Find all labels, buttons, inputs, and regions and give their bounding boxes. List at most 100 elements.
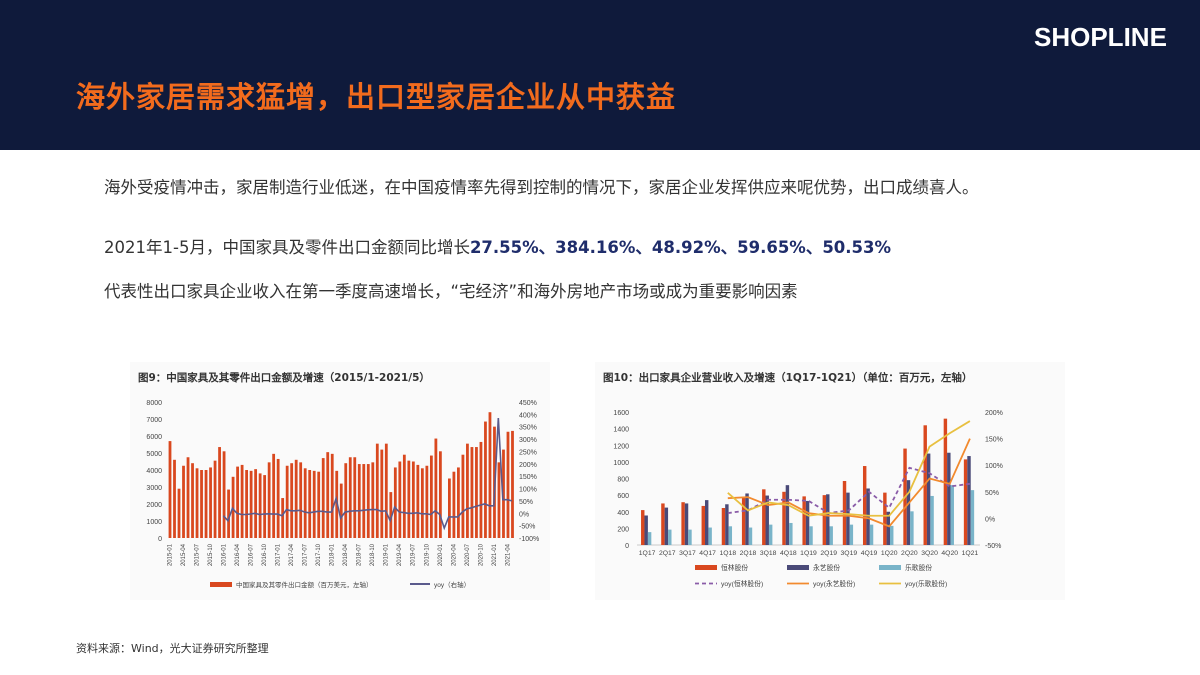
source-note: 资料来源：Wind，光大证券研究所整理 bbox=[76, 642, 269, 655]
bar bbox=[258, 473, 262, 538]
bar bbox=[236, 466, 239, 538]
legend-swatch-bar bbox=[210, 582, 232, 587]
bar bbox=[668, 529, 672, 545]
bar bbox=[822, 495, 827, 545]
bar bbox=[312, 470, 316, 538]
bar bbox=[398, 461, 402, 538]
bar bbox=[457, 467, 460, 538]
y2-tick-label: 200% bbox=[985, 410, 1003, 417]
x-tick-label: 2019-07 bbox=[411, 543, 417, 566]
bar bbox=[497, 462, 501, 538]
y-tick-label: 1600 bbox=[613, 410, 629, 417]
bar bbox=[375, 443, 379, 538]
x-tick-label: 2021-04 bbox=[505, 543, 511, 566]
bar bbox=[348, 457, 352, 538]
bar bbox=[511, 430, 514, 538]
x-tick-label: 1Q19 bbox=[800, 550, 817, 557]
header-bar: 海外家居需求猛增，出口型家居企业从中获益 SHOPLINE bbox=[0, 0, 1200, 150]
bar bbox=[299, 462, 303, 538]
bar bbox=[218, 447, 221, 538]
bar bbox=[452, 471, 456, 538]
bar bbox=[362, 464, 366, 538]
x-tick-label: 2015-04 bbox=[181, 543, 187, 566]
bar bbox=[461, 454, 465, 538]
chart-furniture-exports: 图9：中国家具及其零件出口金额及增速（2015/1-2021/5） 0 1000 2… bbox=[130, 362, 550, 600]
x-tick-label: 2Q19 bbox=[820, 550, 837, 557]
x-tick-label: 2016-04 bbox=[235, 543, 241, 566]
y-tick-label: 200 bbox=[617, 526, 629, 533]
bar bbox=[393, 467, 397, 538]
y2-tick-label: -50% bbox=[985, 543, 1001, 550]
x-tick-label: 1Q18 bbox=[719, 550, 736, 557]
yoy-line bbox=[222, 418, 513, 531]
x-tick-label: 2015-07 bbox=[194, 543, 200, 566]
growth-prefix: 2021年1-5月，中国家具及零件出口金额同比增长 bbox=[104, 238, 470, 257]
x-tick-label: 3Q17 bbox=[679, 550, 696, 557]
bar bbox=[479, 441, 483, 538]
x-tick-label: 4Q20 bbox=[941, 550, 958, 557]
bar bbox=[416, 464, 420, 538]
bar bbox=[339, 483, 343, 538]
bar bbox=[890, 525, 894, 545]
bar bbox=[420, 468, 424, 538]
x-tick-label: 2016-01 bbox=[221, 543, 227, 566]
bar bbox=[805, 500, 810, 545]
x-tick-label: 2016-10 bbox=[262, 543, 268, 566]
slide-title: 海外家居需求猛增，出口型家居企业从中获益 bbox=[76, 80, 677, 114]
legend-label: 恒林股份 bbox=[721, 563, 748, 572]
x-tick-label: 2Q17 bbox=[659, 550, 676, 557]
y-tick-label: 8000 bbox=[146, 400, 162, 407]
bar bbox=[725, 504, 729, 545]
bar bbox=[425, 465, 429, 538]
bar bbox=[768, 524, 773, 545]
x-tick-label: 2016-07 bbox=[248, 543, 254, 566]
x-tick-label: 2015-10 bbox=[208, 543, 214, 566]
bar bbox=[701, 505, 705, 545]
bar bbox=[661, 503, 665, 545]
x-tick-label: 2018-07 bbox=[357, 543, 363, 566]
y2-tick-label: 200% bbox=[519, 462, 537, 469]
bar bbox=[970, 490, 975, 545]
bar bbox=[195, 468, 199, 538]
bar bbox=[728, 526, 733, 545]
bar bbox=[191, 463, 194, 538]
bar bbox=[762, 489, 766, 545]
y2-tick-label: 250% bbox=[519, 449, 537, 456]
bar bbox=[330, 453, 334, 538]
y-tick-label: 0 bbox=[625, 543, 629, 550]
x-tick-label: 2019-04 bbox=[397, 543, 403, 566]
bar bbox=[317, 471, 321, 538]
x-tick-label: 2018-10 bbox=[370, 543, 376, 566]
bar bbox=[407, 460, 411, 538]
y2-tick-label: 450% bbox=[519, 400, 537, 407]
bar bbox=[789, 522, 793, 545]
bar bbox=[272, 453, 276, 538]
x-tick-label: 2017-01 bbox=[276, 543, 282, 566]
legend-label: yoy(恒林股份) bbox=[721, 579, 763, 588]
y-tick-label: 7000 bbox=[146, 417, 162, 424]
bar bbox=[862, 466, 867, 545]
legend-label: 乐歌股份 bbox=[905, 563, 932, 572]
y-tick-label: 1400 bbox=[613, 427, 629, 434]
bar bbox=[910, 511, 914, 545]
y-tick-label: 800 bbox=[617, 477, 629, 484]
bar bbox=[366, 464, 370, 538]
legend-label: 中国家具及其零件出口金额（百万美元，左轴） bbox=[236, 580, 373, 589]
bar bbox=[227, 489, 230, 538]
bar bbox=[267, 462, 271, 538]
bar bbox=[429, 455, 433, 538]
bar bbox=[434, 438, 438, 538]
x-tick-label: 2020-07 bbox=[465, 543, 471, 566]
bar bbox=[741, 497, 746, 545]
y2-tick-label: 50% bbox=[985, 490, 999, 497]
bar bbox=[308, 470, 312, 538]
bar bbox=[829, 526, 833, 545]
paragraph-intro: 海外受疫情冲击，家居制造行业低迷，在中国疫情率先得到控制的情况下，家居企业发挥供… bbox=[104, 178, 979, 197]
paragraph-factors: 代表性出口家具企业收入在第一季度高速增长，“宅经济”和海外房地产市场或成为重要影… bbox=[104, 282, 798, 301]
x-tick-label: 4Q19 bbox=[861, 550, 878, 557]
y-tick-label: 600 bbox=[617, 493, 629, 500]
bar bbox=[502, 449, 505, 538]
bar bbox=[869, 524, 874, 545]
bar bbox=[926, 453, 931, 545]
bar bbox=[303, 468, 307, 538]
